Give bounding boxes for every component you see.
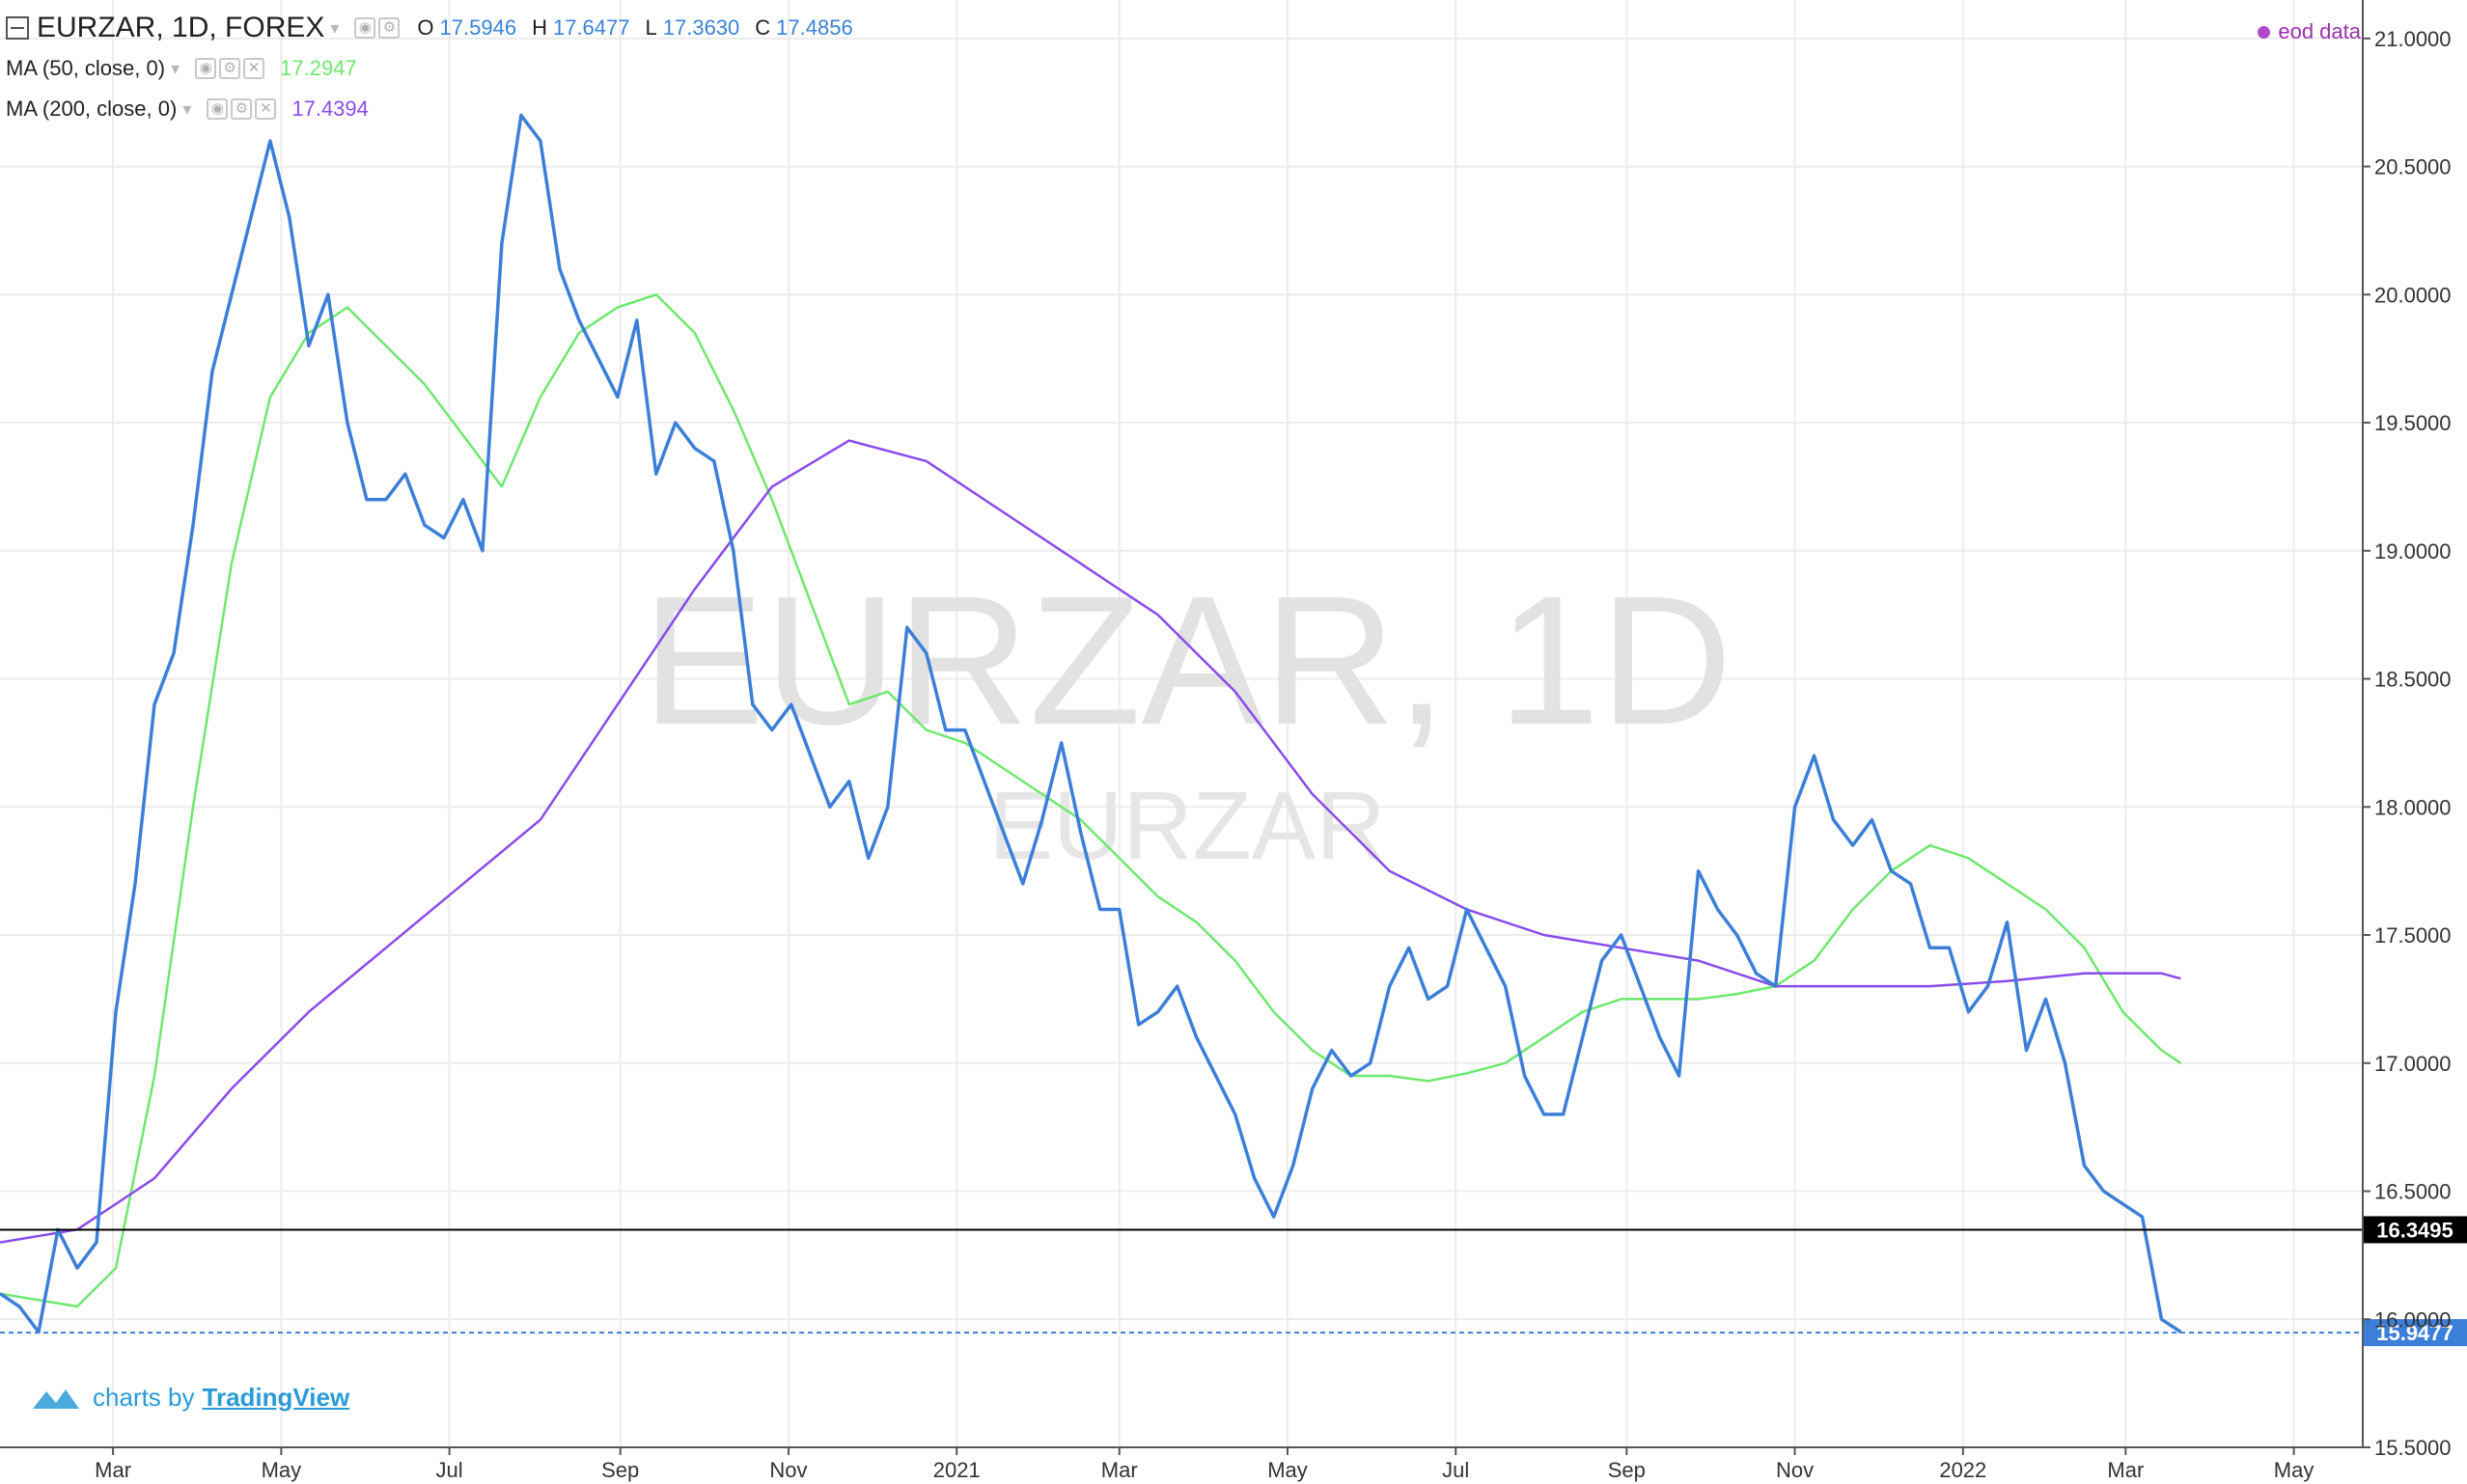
ma50-legend[interactable]: MA (50, close, 0) ▾ ◉ ⚙ ✕ 17.2947 xyxy=(0,56,357,81)
eye-icon[interactable]: ◉ xyxy=(195,58,217,79)
y-tick-label: 18.5000 xyxy=(2374,668,2452,692)
chevron-down-icon[interactable]: ▾ xyxy=(182,98,192,119)
y-tick-label: 20.5000 xyxy=(2374,155,2452,179)
chevron-down-icon[interactable]: ▾ xyxy=(330,17,340,38)
close-icon[interactable]: ✕ xyxy=(255,98,277,120)
collapse-icon[interactable] xyxy=(6,16,29,40)
series-group xyxy=(0,113,2182,1334)
cloud-logo-icon xyxy=(33,1389,79,1409)
data-source-label: eod data xyxy=(2278,19,2361,43)
y-tick-label: 16.0000 xyxy=(2374,1307,2452,1332)
ma50-series-line xyxy=(0,293,2182,1308)
price-markers: 16.3495 15.9477 xyxy=(0,1216,2467,1347)
x-tick-label: 2022 xyxy=(1939,1458,1986,1482)
x-tick-label: Mar xyxy=(1101,1458,1138,1482)
x-tick-label: Mar xyxy=(95,1458,131,1482)
eye-icon[interactable]: ◉ xyxy=(207,98,229,120)
x-tick-label: Nov xyxy=(769,1458,807,1482)
high-label: H xyxy=(532,15,547,40)
x-tick-label: Jul xyxy=(436,1458,463,1482)
close-label: C xyxy=(755,15,771,40)
x-tick-label: Sep xyxy=(1608,1458,1646,1482)
close-value: 17.4856 xyxy=(776,15,853,40)
ma50-value: 17.2947 xyxy=(280,56,357,80)
close-icon[interactable]: ✕ xyxy=(243,58,265,79)
chevron-down-icon[interactable]: ▾ xyxy=(171,58,180,78)
y-tick-label: 15.5000 xyxy=(2374,1436,2452,1460)
y-tick-label: 17.5000 xyxy=(2374,923,2452,948)
branding-link[interactable]: TradingView xyxy=(202,1382,350,1412)
data-source-badge: eod data xyxy=(2258,19,2361,44)
open-label: O xyxy=(417,15,434,40)
price-marker-label: 15.9477 xyxy=(2376,1321,2453,1345)
eye-icon[interactable]: ◉ xyxy=(354,17,376,39)
x-tick-label: 2021 xyxy=(933,1458,981,1482)
ma200-title: MA (200, close, 0) xyxy=(6,96,178,121)
ma200-value: 17.4394 xyxy=(291,96,369,121)
x-tick-label: Mar xyxy=(2107,1458,2144,1482)
price-series-line xyxy=(0,113,2182,1334)
ma200-series-line xyxy=(0,439,2181,1244)
y-tick-label: 19.0000 xyxy=(2374,539,2452,563)
tradingview-branding[interactable]: charts by TradingView xyxy=(29,1382,349,1413)
y-tick-label: 19.5000 xyxy=(2374,411,2452,435)
price-marker-badge xyxy=(2363,1216,2467,1244)
price-marker-badge xyxy=(2363,1319,2467,1347)
gear-icon[interactable]: ⚙ xyxy=(219,58,241,79)
time-axis[interactable]: Mar May Jul Sep Nov 2021 Mar May Jul Sep Nov 2022 Ma… xyxy=(95,1447,2314,1482)
price-marker-label: 16.3495 xyxy=(2376,1218,2453,1242)
x-tick-label: Nov xyxy=(1776,1458,1814,1482)
y-tick-label: 18.0000 xyxy=(2374,795,2452,819)
open-value: 17.5946 xyxy=(439,15,517,40)
y-tick-label: 16.5000 xyxy=(2374,1180,2452,1204)
y-tick-label: 21.0000 xyxy=(2374,27,2452,51)
x-tick-label: Jul xyxy=(1442,1458,1469,1482)
status-dot-icon xyxy=(2258,25,2271,39)
gear-icon[interactable]: ⚙ xyxy=(378,17,401,39)
x-tick-label: May xyxy=(1267,1458,1308,1482)
ma50-title: MA (50, close, 0) xyxy=(6,56,166,80)
x-tick-label: May xyxy=(262,1458,302,1482)
high-value: 17.6477 xyxy=(552,15,630,40)
y-tick-label: 20.0000 xyxy=(2374,283,2452,307)
ma200-legend[interactable]: MA (200, close, 0) ▾ ◉ ⚙ ✕ 17.4394 xyxy=(0,96,369,122)
watermark-sub: EURZAR xyxy=(988,772,1385,880)
y-tick-label: 17.0000 xyxy=(2374,1052,2452,1076)
x-tick-label: May xyxy=(2274,1458,2315,1482)
low-label: L xyxy=(645,15,657,40)
branding-prefix: charts by xyxy=(93,1382,195,1412)
price-axis[interactable]: 15.5000 16.0000 16.5000 17.0000 17.5000 18.00… xyxy=(2363,27,2452,1460)
symbol-title: EURZAR, 1D, FOREX xyxy=(37,12,325,43)
watermark-main: EURZAR, 1D xyxy=(642,559,1732,763)
x-tick-label: Sep xyxy=(601,1458,639,1482)
gear-icon[interactable]: ⚙ xyxy=(231,98,253,120)
symbol-legend[interactable]: EURZAR, 1D, FOREX ▾ ◉ ⚙ O 17.5946 H 17.6… xyxy=(0,12,869,44)
low-value: 17.3630 xyxy=(662,15,740,40)
